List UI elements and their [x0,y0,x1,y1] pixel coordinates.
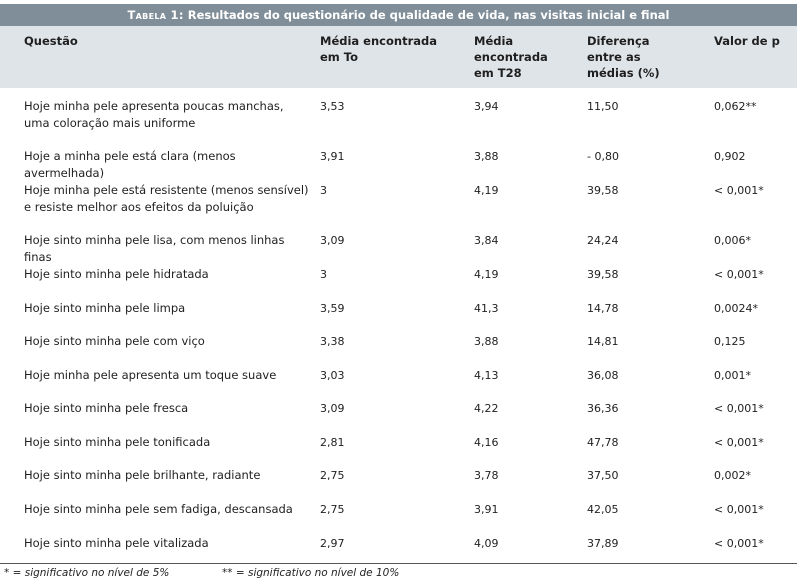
question-cell: Hoje sinto minha pele limpa [24,301,186,315]
footnote-10pct: ** = significativo no nível de 10% [222,567,400,579]
p-value-cell: < 0,001* [714,436,764,449]
difference-cell: 47,78 [587,436,619,449]
table-row: Hoje minha pele apresenta poucas manchas… [0,98,797,132]
mean-t28-cell: 41,3 [474,302,499,315]
mean-t28-cell: 4,22 [474,402,499,415]
header-diferenca: Diferença entre as médias (%) [587,34,660,80]
table-row: Hoje sinto minha pele hidratada 3 4,19 39,5… [0,266,797,300]
difference-cell: 39,58 [587,268,619,281]
table-caption: Tabela 1: Resultados do questionário de … [0,4,797,26]
question-cell: Hoje sinto minha pele brilhante, radiant… [24,468,261,482]
mean-t0-cell: 3,09 [320,402,345,415]
difference-cell: 24,24 [587,234,619,247]
difference-cell: 14,78 [587,302,619,315]
p-value-cell: 0,002* [714,469,751,482]
p-value-cell: 0,006* [714,234,751,247]
difference-cell: 36,36 [587,402,619,415]
table-row: Hoje sinto minha pele com viço 3,38 3,88 14… [0,333,797,367]
question-cell: Hoje sinto minha pele vitalizada [24,536,209,550]
header-media-t0: Média encontrada em To [320,34,437,64]
mean-t0-cell: 3 [320,184,327,197]
mean-t0-cell: 3,09 [320,234,345,247]
header-valor-p: Valor de p [714,34,780,48]
p-value-cell: < 0,001* [714,268,764,281]
table-row: Hoje a minha pele está clara (menos aver… [0,148,797,182]
difference-cell: 14,81 [587,335,619,348]
difference-cell: 11,50 [587,100,619,113]
mean-t0-cell: 3 [320,268,327,281]
table-header: Questão Média encontrada em To Média enc… [0,26,797,88]
p-value-cell: 0,902 [714,150,746,163]
mean-t28-cell: 4,09 [474,537,499,550]
mean-t28-cell: 3,91 [474,503,499,516]
question-cell: Hoje a minha pele está clara (menos aver… [24,149,236,180]
table-row: Hoje sinto minha pele fresca 3,09 4,22 36,3… [0,400,797,434]
question-cell: Hoje sinto minha pele fresca [24,401,189,415]
header-questao: Questão [24,34,78,48]
footer-rule [0,563,797,564]
table-row: Hoje sinto minha pele tonificada 2,81 4,16… [0,434,797,468]
difference-cell: - 0,80 [587,150,619,163]
caption-label: Tabela 1: [127,8,184,22]
mean-t28-cell: 3,88 [474,335,499,348]
table-row: Hoje sinto minha pele vitalizada 2,97 4,09… [0,535,797,569]
question-cell: Hoje sinto minha pele tonificada [24,435,211,449]
p-value-cell: 0,001* [714,369,751,382]
mean-t28-cell: 4,16 [474,436,499,449]
table-row: Hoje sinto minha pele limpa 3,59 41,3 14,78… [0,300,797,334]
question-cell: Hoje minha pele está resistente (menos s… [24,183,309,214]
p-value-cell: < 0,001* [714,537,764,550]
p-value-cell: 0,0024* [714,302,758,315]
mean-t0-cell: 2,97 [320,537,345,550]
mean-t28-cell: 4,19 [474,184,499,197]
table-row: Hoje sinto minha pele lisa, com menos li… [0,232,797,266]
mean-t0-cell: 2,75 [320,503,345,516]
question-cell: Hoje sinto minha pele com viço [24,334,205,348]
difference-cell: 42,05 [587,503,619,516]
p-value-cell: < 0,001* [714,503,764,516]
question-cell: Hoje minha pele apresenta poucas manchas… [24,99,284,130]
p-value-cell: < 0,001* [714,184,764,197]
difference-cell: 37,89 [587,537,619,550]
mean-t28-cell: 4,19 [474,268,499,281]
header-media-t28: Média encontrada em T28 [474,34,548,80]
mean-t28-cell: 3,78 [474,469,499,482]
difference-cell: 36,08 [587,369,619,382]
mean-t0-cell: 2,75 [320,469,345,482]
difference-cell: 39,58 [587,184,619,197]
question-cell: Hoje sinto minha pele lisa, com menos li… [24,233,285,264]
mean-t0-cell: 3,91 [320,150,345,163]
table-row: Hoje minha pele apresenta um toque suave… [0,367,797,401]
mean-t0-cell: 3,59 [320,302,345,315]
footnote-5pct: * = significativo no nível de 5% [4,567,170,579]
mean-t28-cell: 3,94 [474,100,499,113]
mean-t28-cell: 3,88 [474,150,499,163]
p-value-cell: 0,125 [714,335,746,348]
mean-t0-cell: 3,38 [320,335,345,348]
question-cell: Hoje minha pele apresenta um toque suave [24,368,277,382]
p-value-cell: < 0,001* [714,402,764,415]
table-row: Hoje minha pele está resistente (menos s… [0,182,797,216]
mean-t0-cell: 3,03 [320,369,345,382]
mean-t0-cell: 2,81 [320,436,345,449]
mean-t0-cell: 3,53 [320,100,345,113]
p-value-cell: 0,062** [714,100,757,113]
caption-text: Resultados do questionário de qualidade … [183,8,670,22]
table-row: Hoje sinto minha pele brilhante, radiant… [0,467,797,501]
difference-cell: 37,50 [587,469,619,482]
question-cell: Hoje sinto minha pele sem fadiga, descan… [24,502,293,516]
mean-t28-cell: 3,84 [474,234,499,247]
question-cell: Hoje sinto minha pele hidratada [24,267,209,281]
mean-t28-cell: 4,13 [474,369,499,382]
table-row: Hoje sinto minha pele sem fadiga, descan… [0,501,797,535]
